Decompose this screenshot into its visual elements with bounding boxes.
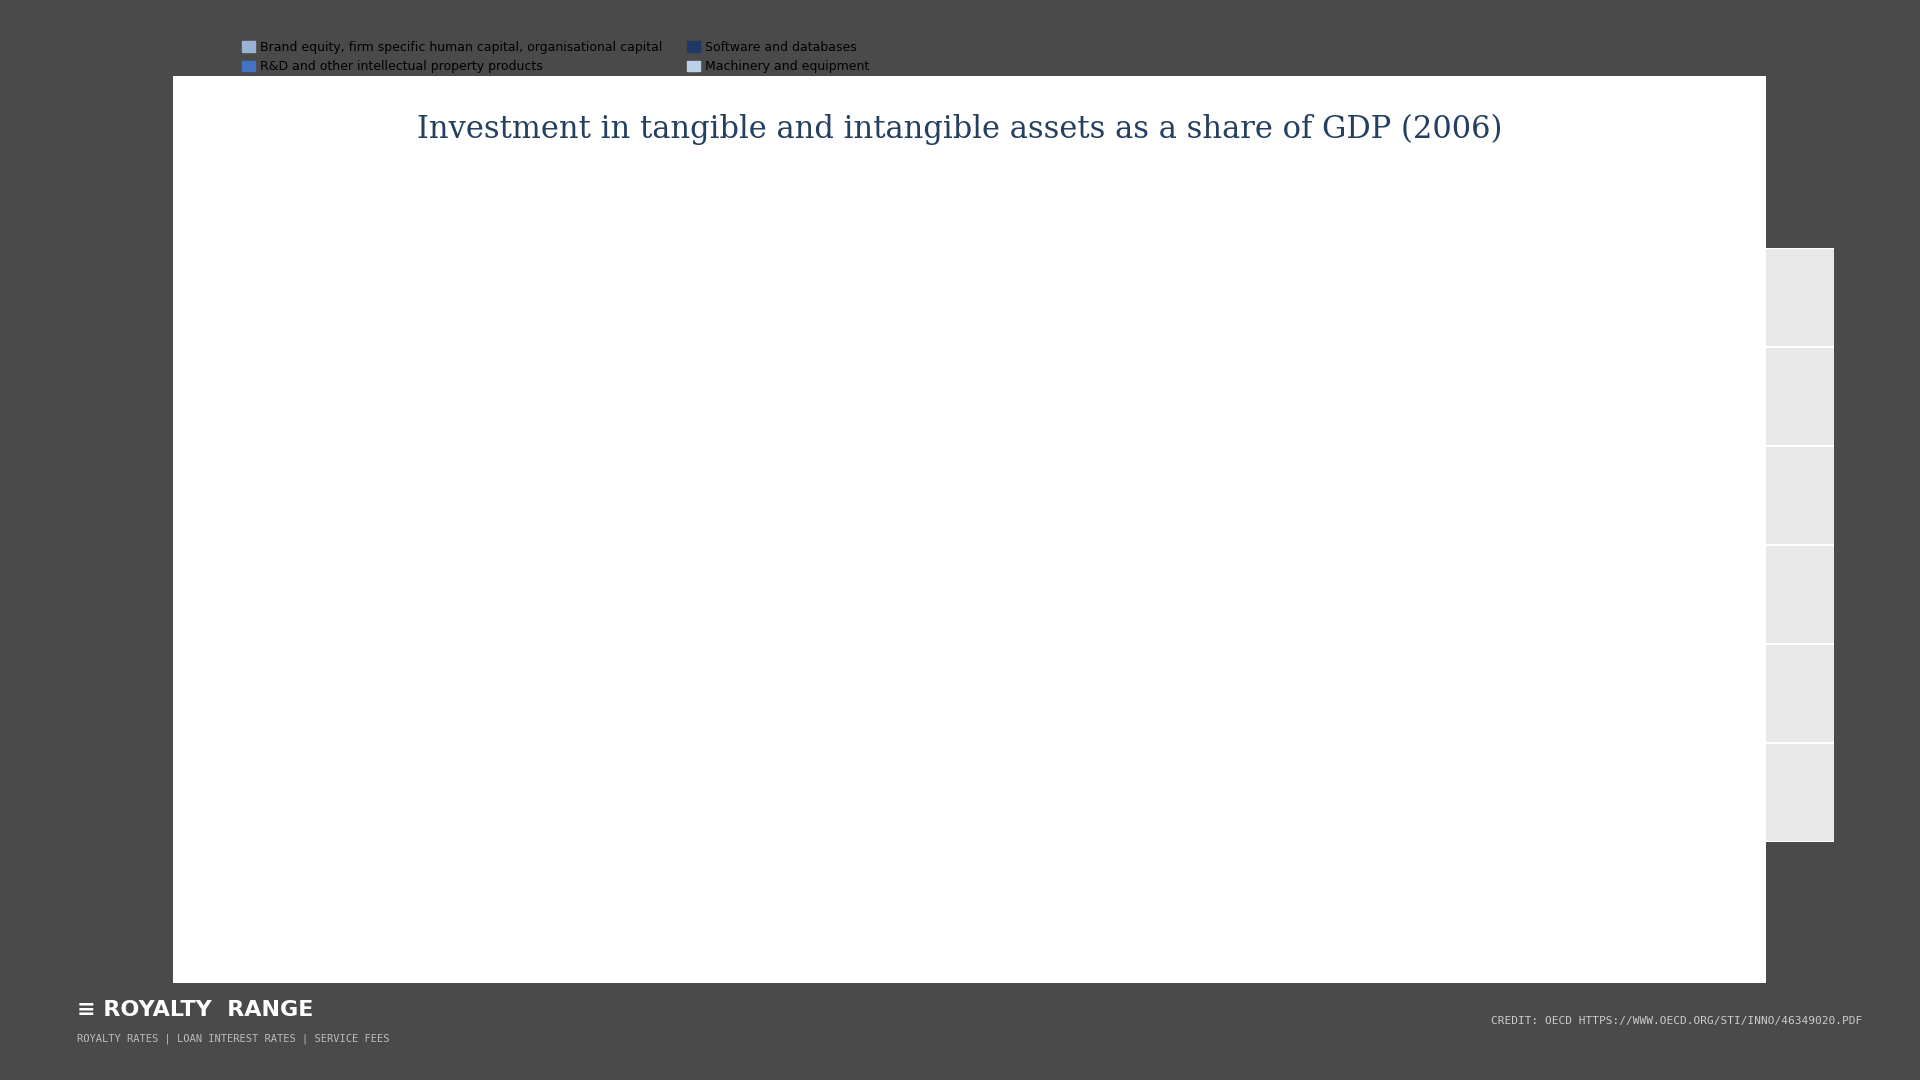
Bar <box>1715 693 1764 842</box>
Bar <box>996 486 1044 505</box>
Bar <box>457 496 507 842</box>
Bar <box>637 298 685 327</box>
Bar <box>1356 634 1405 842</box>
Bar <box>1534 486 1584 526</box>
Bar <box>816 595 866 842</box>
Bar <box>457 377 507 407</box>
Bar <box>816 467 866 496</box>
Bar <box>547 377 597 396</box>
Bar <box>1087 575 1135 842</box>
Bar <box>1175 367 1225 396</box>
Bar <box>367 446 417 842</box>
Bar <box>1624 417 1674 467</box>
Bar <box>1265 595 1315 842</box>
Bar <box>1175 516 1225 842</box>
Bar <box>816 505 866 595</box>
Bar <box>1265 467 1315 516</box>
Bar <box>637 327 685 367</box>
Bar <box>1715 505 1764 536</box>
Bar <box>457 407 507 417</box>
Bar <box>367 367 417 446</box>
Bar <box>1624 605 1674 842</box>
Bar <box>1446 545 1494 645</box>
Bar <box>1175 427 1225 516</box>
Bar <box>637 505 685 842</box>
Bar <box>1715 536 1764 693</box>
Bar <box>547 396 597 555</box>
Bar <box>1087 516 1135 526</box>
Text: Investment in tangible and intangible assets as a share of GDP (2006): Investment in tangible and intangible as… <box>417 114 1503 145</box>
Bar <box>1265 515 1315 595</box>
Text: ROYALTY RATES | LOAN INTEREST RATES | SERVICE FEES: ROYALTY RATES | LOAN INTEREST RATES | SE… <box>77 1034 390 1044</box>
Bar <box>1624 467 1674 605</box>
Bar <box>1534 526 1584 645</box>
Bar <box>1175 396 1225 427</box>
Bar <box>457 417 507 496</box>
Bar <box>1087 496 1135 516</box>
Bar <box>1624 367 1674 417</box>
Bar <box>726 467 776 585</box>
Bar <box>726 585 776 842</box>
Bar <box>996 505 1044 526</box>
Bar <box>726 436 776 456</box>
Bar <box>996 526 1044 624</box>
Legend: Brand equity, firm specific human capital, organisational capital, R&D and other: Brand equity, firm specific human capita… <box>242 41 870 73</box>
Bar <box>726 456 776 467</box>
Bar <box>637 367 685 505</box>
Bar <box>1446 496 1494 545</box>
Bar <box>906 396 956 427</box>
Bar <box>1356 526 1405 634</box>
Bar <box>906 357 956 396</box>
Bar <box>1534 645 1584 842</box>
Bar <box>1446 645 1494 842</box>
Bar <box>906 605 956 842</box>
Text: CREDIT: OECD HTTPS://WWW.OECD.ORG/STI/INNO/46349020.PDF: CREDIT: OECD HTTPS://WWW.OECD.ORG/STI/IN… <box>1492 1015 1862 1026</box>
Bar <box>547 555 597 842</box>
Y-axis label: %: % <box>221 193 236 208</box>
Bar <box>1534 456 1584 486</box>
Bar <box>367 327 417 357</box>
Bar <box>1715 476 1764 505</box>
Bar <box>906 427 956 605</box>
Bar <box>1446 467 1494 496</box>
Bar <box>367 357 417 367</box>
Bar <box>1087 526 1135 575</box>
Bar <box>1356 436 1405 476</box>
Bar <box>547 348 597 377</box>
Bar <box>996 624 1044 842</box>
Text: ≡ ROYALTY  RANGE: ≡ ROYALTY RANGE <box>77 1000 313 1020</box>
Bar <box>816 496 866 505</box>
Bar <box>1265 436 1315 467</box>
Bar <box>1356 476 1405 526</box>
